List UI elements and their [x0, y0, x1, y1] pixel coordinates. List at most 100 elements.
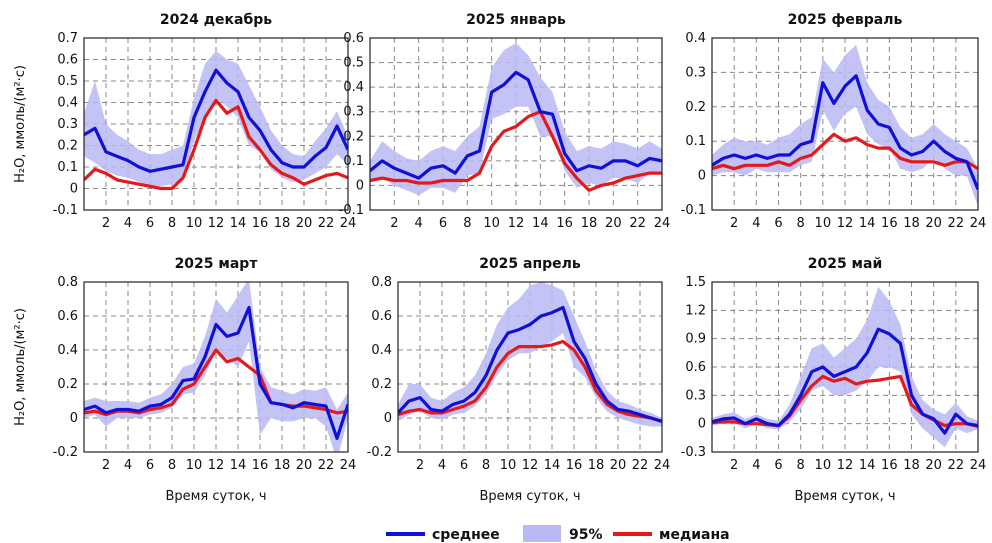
x-tick-label: 16	[881, 216, 898, 231]
x-tick-label: 20	[925, 216, 942, 231]
x-tick-label: 16	[881, 458, 898, 473]
mean-line	[712, 74, 978, 190]
y-tick-label: 0.2	[685, 100, 706, 115]
x-tick-label: 22	[948, 458, 965, 473]
y-tick-label: 0.1	[57, 160, 78, 175]
plot-frame	[397, 281, 663, 453]
y-tick-label: 0.6	[371, 309, 392, 324]
x-tick-label: 6	[460, 458, 468, 473]
x-tick-label: 4	[752, 216, 760, 231]
x-axis-label-right: Время суток, ч	[794, 489, 895, 504]
x-tick-label: 16	[556, 216, 573, 231]
y-tick-label: 0.9	[685, 332, 706, 347]
x-tick-label: 24	[970, 458, 987, 473]
panel-3-title: 2025 февраль	[788, 12, 903, 28]
x-tick-label: 2	[730, 216, 738, 231]
legend-median-label: медиана	[659, 527, 730, 543]
plot-frame	[369, 37, 663, 211]
x-tick-label: 12	[208, 216, 225, 231]
x-tick-label: 6	[439, 216, 447, 231]
y-tick-label: 1.2	[685, 303, 706, 318]
y-tick-label: 0.2	[343, 129, 364, 144]
y-tick-label: 0.3	[685, 65, 706, 80]
panel-2: 2 4 6 8 10 12 14 16 18 20 22 24-0.100.10.20.30.40.5…	[339, 31, 671, 231]
x-tick-label: 24	[340, 216, 357, 231]
legend-band-swatch	[523, 525, 561, 542]
x-tick-label: 20	[610, 458, 627, 473]
x-tick-label: 10	[186, 216, 203, 231]
x-tick-label: 12	[522, 458, 539, 473]
x-tick-label: 14	[859, 216, 876, 231]
x-tick-label: 2	[102, 216, 110, 231]
y-tick-label: 0.5	[57, 74, 78, 89]
y-tick-label: 0.2	[371, 377, 392, 392]
x-tick-label: 4	[124, 216, 132, 231]
panel-4-title: 2025 март	[175, 256, 259, 272]
y-tick-label: -0.3	[681, 445, 706, 460]
median-line	[84, 348, 348, 417]
legend: среднее 95% медиана	[386, 525, 730, 543]
y-tick-label: 0.4	[57, 96, 78, 111]
x-tick-label: 6	[774, 458, 782, 473]
x-tick-label: 22	[948, 216, 965, 231]
x-tick-label: 24	[970, 216, 987, 231]
panel-6: 2 4 6 8 10 12 14 16 18 20 22 24-0.300.30.60.91.21.5	[681, 275, 987, 473]
y-axis-label-top: H₂O, ммоль/(м²·с)	[13, 65, 28, 183]
x-tick-label: 10	[815, 216, 832, 231]
y-tick-label: 0.5	[343, 56, 364, 71]
y-tick-label: 0.8	[371, 275, 392, 290]
x-tick-label: 12	[208, 458, 225, 473]
x-tick-label: 4	[124, 458, 132, 473]
legend-band-label: 95%	[569, 527, 603, 543]
band-95	[712, 286, 978, 448]
x-tick-label: 20	[925, 458, 942, 473]
plot-frame	[711, 37, 979, 211]
x-axis-label-left: Время суток, ч	[165, 489, 266, 504]
y-tick-label: 0.1	[685, 134, 706, 149]
x-tick-label: 6	[774, 216, 782, 231]
x-tick-label: 10	[815, 458, 832, 473]
panel-5-title: 2025 апрель	[479, 256, 581, 272]
x-tick-label: 4	[415, 216, 423, 231]
y-tick-label: 0.3	[57, 117, 78, 132]
panel-2-title: 2025 январь	[466, 12, 566, 28]
x-tick-label: 22	[629, 216, 646, 231]
y-tick-label: 0.7	[57, 31, 78, 46]
x-tick-label: 22	[318, 458, 335, 473]
median-line	[712, 132, 978, 171]
x-tick-label: 10	[186, 458, 203, 473]
y-tick-label: -0.1	[339, 203, 364, 218]
y-tick-label: 0.4	[685, 31, 706, 46]
y-tick-label: 0	[384, 411, 392, 426]
y-tick-label: 0.6	[57, 53, 78, 68]
x-tick-label: 12	[837, 216, 854, 231]
y-tick-label: 0.2	[57, 377, 78, 392]
panel-3: 2 4 6 8 10 12 14 16 18 20 22 24-0.100.10.20.30.4	[681, 31, 987, 231]
x-tick-label: 22	[632, 458, 649, 473]
x-tick-label: 18	[903, 216, 920, 231]
x-tick-label: 14	[532, 216, 549, 231]
x-tick-label: 8	[482, 458, 490, 473]
y-tick-label: 0.3	[343, 105, 364, 120]
y-tick-label: 0.3	[685, 388, 706, 403]
x-tick-label: 4	[752, 458, 760, 473]
x-tick-label: 8	[168, 216, 176, 231]
y-tick-label: 0.2	[57, 139, 78, 154]
x-tick-label: 18	[588, 458, 605, 473]
y-tick-label: 1.5	[685, 275, 706, 290]
mean-line	[84, 305, 348, 440]
x-tick-label: 8	[797, 458, 805, 473]
panel-1-title: 2024 декабрь	[160, 12, 272, 28]
x-tick-label: 14	[544, 458, 561, 473]
panel-5: 2 4 6 8 10 12 14 16 18 20 22 24-0.200.20.40.60.8	[367, 275, 671, 473]
band-95	[370, 42, 662, 196]
y-tick-label: 0	[70, 182, 78, 197]
x-tick-label: 14	[230, 458, 247, 473]
x-tick-label: 24	[654, 216, 671, 231]
x-tick-label: 18	[274, 216, 291, 231]
y-tick-label: 0.4	[343, 80, 364, 95]
x-tick-label: 2	[102, 458, 110, 473]
x-tick-label: 18	[581, 216, 598, 231]
mean-line	[712, 327, 978, 435]
